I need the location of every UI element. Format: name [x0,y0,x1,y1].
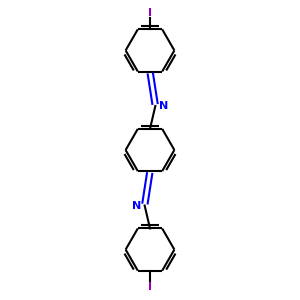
Text: I: I [148,8,152,18]
Text: I: I [148,282,152,292]
Text: N: N [159,101,168,111]
Text: N: N [132,200,141,211]
